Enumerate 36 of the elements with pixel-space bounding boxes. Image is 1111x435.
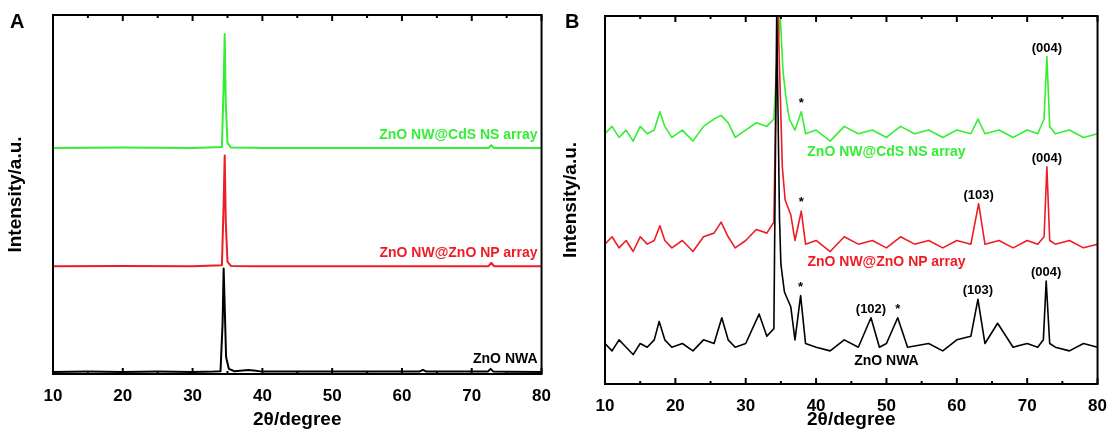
y-axis-title: Intensity/a.u. xyxy=(3,136,25,253)
annotation: (004) xyxy=(1031,149,1063,165)
annotation: (004) xyxy=(1031,264,1062,280)
x-tick-label: 10 xyxy=(595,395,615,415)
x-tick-label: 20 xyxy=(665,395,685,415)
annotation: * xyxy=(895,300,902,316)
annotation: * xyxy=(798,194,805,210)
x-tick-label: 50 xyxy=(876,395,896,415)
x-tick-label: 20 xyxy=(113,385,133,405)
x-axis-title: 2θ/degree xyxy=(253,407,342,429)
x-tick-label: 50 xyxy=(322,385,342,405)
annotation: * xyxy=(798,278,805,294)
x-tick-label: 80 xyxy=(1088,395,1108,415)
annotation: (103) xyxy=(962,282,994,298)
x-tick-label: 60 xyxy=(947,395,967,415)
chart-title: A xyxy=(10,9,25,32)
chart-title: B xyxy=(565,9,580,32)
series-label: ZnO NW@CdS NS array xyxy=(807,142,966,159)
annotation: (102) xyxy=(855,300,887,316)
series-label: ZnO NW@ZnO NP array xyxy=(379,244,538,261)
annotation: (004) xyxy=(1031,39,1063,55)
x-tick-label: 70 xyxy=(462,385,482,405)
x-tick-label: 30 xyxy=(736,395,756,415)
x-tick-label: 40 xyxy=(252,385,272,405)
annotation: (103) xyxy=(963,186,994,202)
x-tick-label: 10 xyxy=(43,385,63,405)
y-axis-title: Intensity/a.u. xyxy=(558,141,580,259)
x-tick-label: 60 xyxy=(392,385,412,405)
series-label: ZnO NWA xyxy=(854,352,919,369)
series-label: ZnO NWA xyxy=(473,349,538,366)
x-tick-label: 30 xyxy=(183,385,203,405)
series-label: ZnO NW@CdS NS array xyxy=(379,125,538,142)
series-label: ZnO NW@ZnO NP array xyxy=(807,253,966,270)
x-tick-label: 70 xyxy=(1017,395,1037,415)
annotation: * xyxy=(798,94,805,110)
x-tick-label: 80 xyxy=(532,385,552,405)
